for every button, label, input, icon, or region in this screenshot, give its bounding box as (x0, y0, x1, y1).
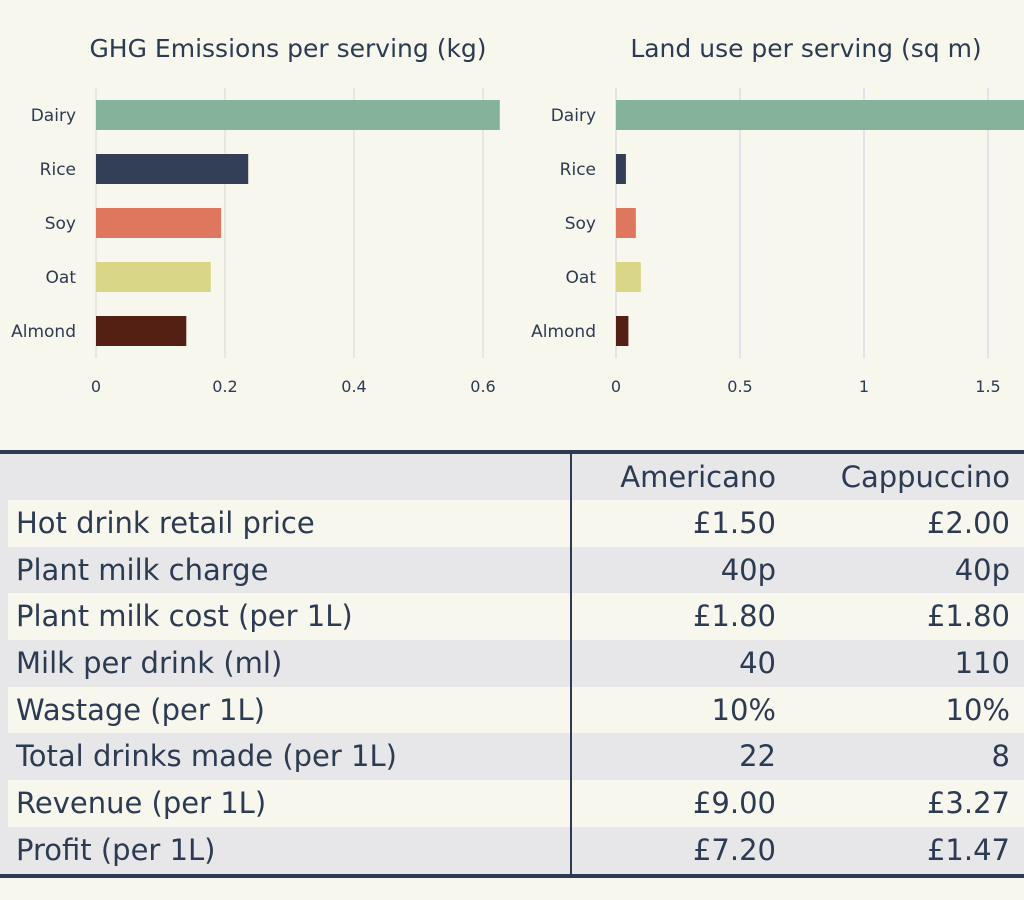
cappuccino-value: £1.80 (776, 593, 1024, 641)
bar-soy (616, 208, 636, 238)
cappuccino-value: £3.27 (776, 780, 1024, 827)
chart-title: Land use per serving (sq m) (630, 34, 981, 63)
category-label: Almond (531, 322, 596, 342)
bar-dairy (616, 100, 1024, 130)
category-label: Oat (566, 268, 597, 288)
column-divider (570, 733, 572, 781)
table-row: Wastage (per 1L) 10% 10% (0, 686, 1024, 734)
bar-almond (616, 316, 629, 346)
cappuccino-value: £1.47 (926, 832, 1010, 867)
column-header-americano: Americano (620, 460, 776, 494)
table-row: Hot drink retail price £1.50 £2.00 (0, 500, 1024, 547)
category-label: Dairy (551, 106, 596, 126)
column-divider (570, 686, 572, 734)
chart-title: GHG Emissions per serving (kg) (89, 34, 486, 63)
americano-value: £1.80 (572, 593, 776, 641)
x-tick-label: 1.5 (975, 377, 1000, 396)
column-divider (570, 546, 572, 594)
table-row: Total drinks made (per 1L) 22 8 (0, 733, 1024, 781)
table-row: Profit (per 1L) £7.20 £1.47 (0, 826, 1024, 874)
row-label: Total drinks made (per 1L) (16, 739, 397, 774)
column-divider (570, 593, 572, 641)
x-tick-label: 0 (91, 377, 101, 396)
category-label: Rice (40, 160, 76, 180)
bar-almond (96, 316, 187, 346)
header-blank (8, 454, 570, 500)
row-label: Plant milk cost (per 1L) (8, 593, 570, 641)
cappuccino-value: 8 (991, 739, 1010, 774)
bar-rice (616, 154, 626, 184)
column-divider (570, 780, 572, 827)
cappuccino-value: 10% (776, 686, 1024, 734)
category-label: Oat (46, 268, 77, 288)
cappuccino-value: 40p (954, 552, 1010, 587)
x-tick-label: 1 (859, 377, 869, 396)
table-row: Revenue (per 1L) £9.00 £3.27 (0, 780, 1024, 827)
column-divider (570, 500, 572, 547)
column-divider (570, 454, 572, 500)
table-header-row: Americano Cappuccino (0, 454, 1024, 500)
americano-value: 40p (720, 552, 776, 587)
row-label: Revenue (per 1L) (8, 780, 570, 827)
row-label: Plant milk charge (16, 552, 269, 587)
column-divider (570, 826, 572, 874)
row-label: Milk per drink (ml) (16, 646, 283, 681)
row-label: Hot drink retail price (8, 500, 570, 547)
bar-rice (96, 154, 249, 184)
americano-value: £7.20 (692, 832, 776, 867)
profit-table: Americano Cappuccino Hot drink retail pr… (0, 450, 1024, 878)
category-label: Soy (45, 214, 76, 234)
x-tick-label: 0.4 (341, 377, 366, 396)
category-label: Rice (560, 160, 596, 180)
bar-soy (96, 208, 222, 238)
americano-value: 22 (739, 739, 776, 774)
x-tick-label: 0.5 (727, 377, 752, 396)
americano-value: £9.00 (572, 780, 776, 827)
cappuccino-value: £2.00 (776, 500, 1024, 547)
table-row: Milk per drink (ml) 40 110 (0, 640, 1024, 687)
bar-dairy (96, 100, 500, 130)
americano-value: 10% (572, 686, 776, 734)
bar-oat (96, 262, 211, 292)
table-row: Plant milk cost (per 1L) £1.80 £1.80 (0, 593, 1024, 641)
americano-value: £1.50 (572, 500, 776, 547)
category-label: Dairy (31, 106, 76, 126)
category-label: Almond (11, 322, 76, 342)
row-label: Profit (per 1L) (16, 832, 216, 867)
cappuccino-value: 110 (954, 646, 1010, 681)
column-divider (570, 640, 572, 687)
x-tick-label: 0.6 (470, 377, 495, 396)
category-label: Soy (565, 214, 596, 234)
x-tick-label: 0.2 (212, 377, 237, 396)
charts-area: GHG Emissions per serving (kg) 0 0.2 0.4 0.6… (11, 34, 1024, 396)
table-row: Plant milk charge 40p 40p (0, 546, 1024, 594)
bar-oat (616, 262, 641, 292)
column-header-cappuccino: Cappuccino (840, 460, 1010, 494)
americano-value: 40 (739, 646, 776, 681)
row-label: Wastage (per 1L) (8, 686, 570, 734)
x-tick-label: 0 (611, 377, 621, 396)
